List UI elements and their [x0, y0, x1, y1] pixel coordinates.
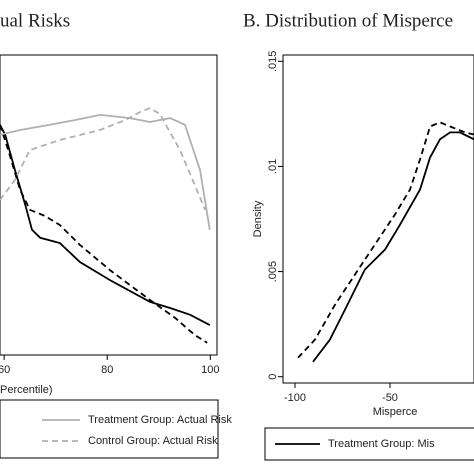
x-axis-label: Percentile)	[0, 384, 53, 396]
y-axis-label: Density	[252, 200, 264, 237]
x-tick-label: 100	[201, 364, 219, 376]
chart-title: ual Risks	[0, 10, 70, 31]
series-line	[0, 124, 208, 344]
series-line	[312, 131, 474, 363]
y-tick-label: .015	[267, 51, 279, 72]
chart-title: B. Distribution of Misperce	[243, 10, 453, 31]
x-axis-label: Misperce	[373, 406, 418, 418]
series-line	[0, 124, 211, 326]
legend-box	[0, 399, 219, 459]
y-tick-label: .01	[267, 159, 279, 174]
plot-frame	[0, 54, 218, 356]
legend-label: Treatment Group: Mis	[328, 438, 435, 450]
x-tick-label: 80	[101, 364, 113, 376]
y-tick-label: .005	[267, 261, 279, 282]
legend-label: Treatment Group: Actual Risk	[88, 414, 232, 426]
series-line	[0, 107, 206, 211]
x-tick-label: 60	[0, 364, 10, 376]
legend-box	[264, 427, 474, 461]
series-line	[297, 121, 474, 359]
x-tick-label: -50	[382, 392, 398, 404]
legend-label: Control Group: Actual Risk	[88, 435, 218, 447]
y-tick-label: 0	[267, 374, 279, 380]
x-tick-label: -100	[284, 392, 306, 404]
plot-frame	[282, 54, 474, 384]
